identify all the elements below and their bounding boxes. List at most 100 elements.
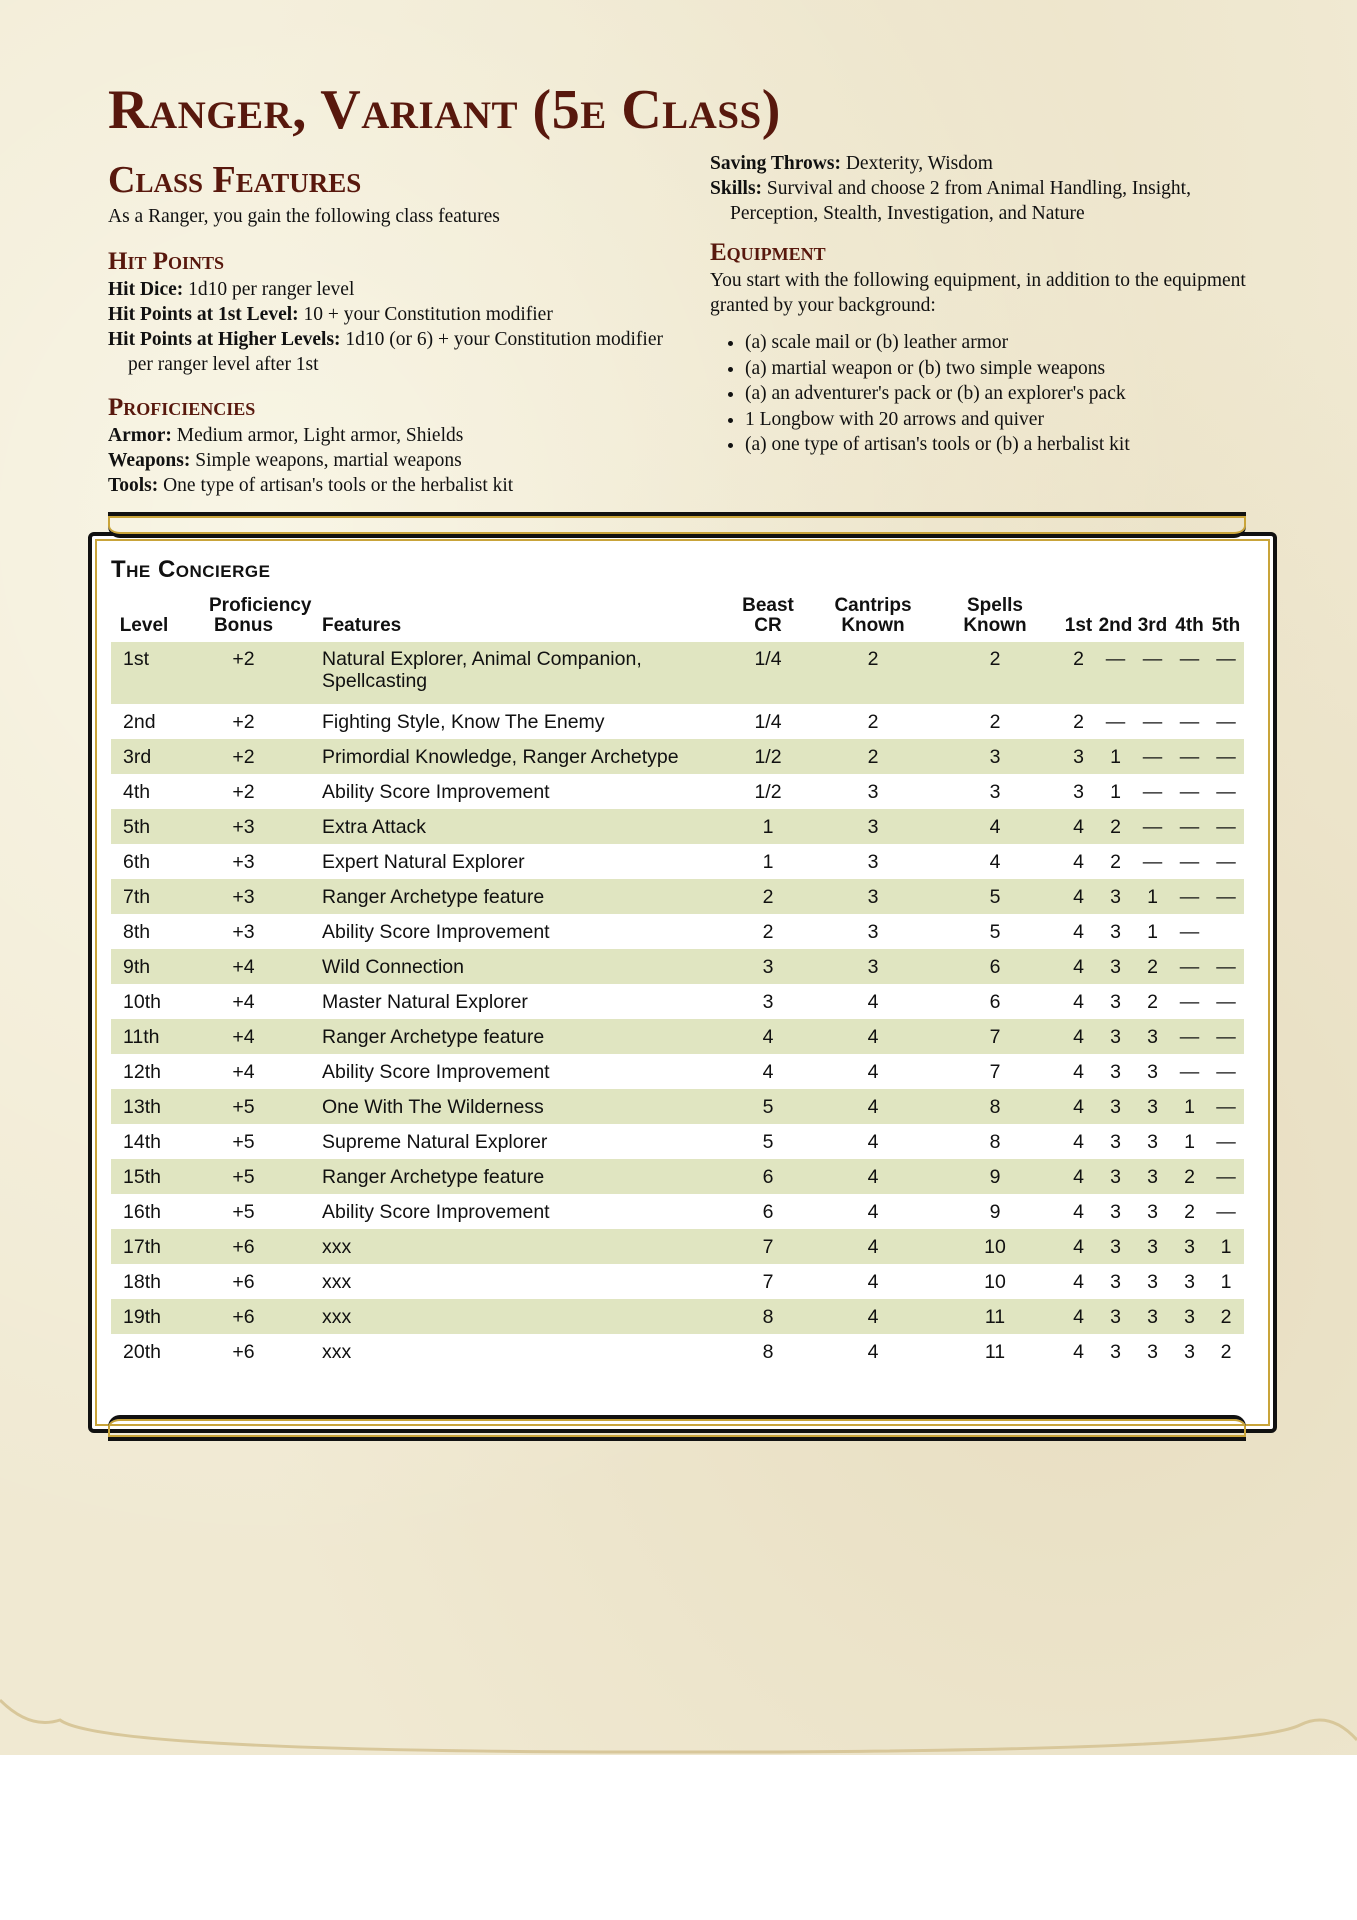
cell-level: 17th <box>111 1229 177 1264</box>
cell-proficiency-bonus: +2 <box>232 710 255 733</box>
cell-slot-3rd: 3 <box>1147 1130 1158 1153</box>
cell-slot-3rd: 3 <box>1147 1270 1158 1293</box>
cell-cantrips-known: 4 <box>816 1089 930 1124</box>
feature-line: Skills: Survival and choose 2 from Anima… <box>710 176 1270 226</box>
cell-slot-5th: — <box>1216 780 1236 803</box>
cell-spells-known: 3 <box>930 739 1060 774</box>
table-row: 14th +5 Supreme Natural Explorer 5 4 8 4 3 3 1 — <box>111 1124 1244 1159</box>
cell-beast-cr: 3 <box>720 949 816 984</box>
cell-slot-2nd: 3 <box>1110 990 1121 1013</box>
class-features-heading: Class Features <box>108 159 362 201</box>
cell-slot-1st: 2 <box>1073 710 1084 733</box>
cell-slot-1st: 4 <box>1073 1340 1084 1363</box>
cell-features: Extra Attack <box>310 809 720 844</box>
cell-slot-4th: 3 <box>1171 1229 1208 1264</box>
table-row: 8th +3 Ability Score Improvement 2 3 5 4 3 1 — <box>111 914 1244 949</box>
cell-spells-known: 9 <box>930 1159 1060 1194</box>
cell-features: Ability Score Improvement <box>322 920 550 943</box>
feature-value: Survival and choose 2 from Animal Handli… <box>730 178 1191 224</box>
cell-slot-1st: 4 <box>1073 850 1084 873</box>
cell-spells-known: 4 <box>989 850 1001 873</box>
cell-slot-5th: — <box>1208 1159 1244 1194</box>
cell-spells-known: 5 <box>989 920 1001 943</box>
table-row: 12th +4 Ability Score Improvement 4 4 7 4 3 3 — — <box>111 1054 1244 1089</box>
cell-slot-2nd: 3 <box>1097 1229 1134 1264</box>
cell-slot-1st: 4 <box>1060 1299 1097 1334</box>
feature-line: Hit Points at 1st Level: 10 + your Const… <box>108 302 668 327</box>
cell-level: 8th <box>123 920 151 943</box>
feature-label: Hit Points at 1st Level: <box>108 304 299 325</box>
cell-proficiency-bonus: +2 <box>177 642 310 704</box>
cell-slot-5th: — <box>1208 642 1244 704</box>
cell-features: Ability Score Improvement <box>322 1060 550 1083</box>
header-slot-3rd: 3rd <box>1137 615 1168 636</box>
cell-cantrips-known: 2 <box>816 642 930 704</box>
cell-proficiency-bonus: +4 <box>232 1060 255 1083</box>
header-features: Features <box>322 615 402 636</box>
cell-level: 18th <box>123 1270 161 1293</box>
cell-slot-1st: 4 <box>1060 809 1097 844</box>
frame-bottom-ornament <box>108 1415 1246 1441</box>
cell-slot-4th: — <box>1179 850 1200 873</box>
cell-cantrips-known: 4 <box>816 1299 930 1334</box>
cell-cantrips-known: 4 <box>867 1200 879 1223</box>
cell-slot-5th: — <box>1208 809 1244 844</box>
left-column: Class Features As a Ranger, you gain the… <box>108 158 668 498</box>
class-table: Level Proficiency Bonus Features Beast CR Ca… <box>111 596 1244 1369</box>
cell-slot-5th: — <box>1216 1060 1236 1083</box>
equipment-item: 1 Longbow with 20 arrows and quiver <box>745 407 1270 433</box>
cell-slot-3rd: 3 <box>1134 1019 1171 1054</box>
cell-slot-1st: 4 <box>1060 1229 1097 1264</box>
cell-level: 13th <box>111 1089 177 1124</box>
cell-features: Natural Explorer, Animal Companion, Spel… <box>310 642 720 704</box>
cell-slot-4th: — <box>1179 920 1200 943</box>
cell-cantrips-known: 4 <box>816 1229 930 1264</box>
cell-spells-known: 6 <box>930 949 1060 984</box>
cell-features: Ranger Archetype feature <box>310 879 720 914</box>
table-title: The Concierge <box>111 556 271 583</box>
right-column: Saving Throws: Dexterity, Wisdom Skills: … <box>710 151 1270 458</box>
cell-features: Ability Score Improvement <box>322 1200 550 1223</box>
cell-spells-known: 6 <box>989 990 1001 1013</box>
hit-points-heading: Hit Points <box>108 248 224 275</box>
cell-slot-3rd: 3 <box>1134 1159 1171 1194</box>
cell-slot-2nd: — <box>1105 710 1126 733</box>
feature-label: Tools: <box>108 475 159 496</box>
cell-slot-5th: 1 <box>1208 1229 1244 1264</box>
cell-beast-cr: 2 <box>762 920 774 943</box>
cell-level: 14th <box>123 1130 161 1153</box>
cell-level: 5th <box>111 809 177 844</box>
cell-slot-1st: 4 <box>1060 879 1097 914</box>
cell-level: 2nd <box>123 710 156 733</box>
cell-slot-2nd: 3 <box>1110 1270 1121 1293</box>
cell-proficiency-bonus: +3 <box>232 920 255 943</box>
cell-proficiency-bonus: +5 <box>177 1159 310 1194</box>
header-slot-5th: 5th <box>1211 615 1241 636</box>
cell-proficiency-bonus: +6 <box>177 1299 310 1334</box>
cell-level: 15th <box>111 1159 177 1194</box>
cell-slot-5th: — <box>1216 990 1236 1013</box>
header-level: Level <box>119 615 169 636</box>
cell-level: 6th <box>123 850 151 873</box>
cell-slot-4th: — <box>1171 949 1208 984</box>
cell-spells-known: 11 <box>984 1340 1006 1363</box>
cell-level: 20th <box>123 1340 161 1363</box>
cell-spells-known: 2 <box>989 710 1001 733</box>
cell-slot-1st: 4 <box>1060 1159 1097 1194</box>
cell-slot-5th: 2 <box>1220 1340 1232 1363</box>
cell-spells-known: 5 <box>930 879 1060 914</box>
equipment-intro: You start with the following equipment, … <box>710 270 1246 316</box>
feature-label: Weapons: <box>108 450 191 471</box>
cell-slot-3rd: — <box>1142 850 1163 873</box>
feature-line: Saving Throws: Dexterity, Wisdom <box>710 151 1270 176</box>
feature-line: Hit Points at Higher Levels: 1d10 (or 6)… <box>108 327 668 377</box>
table-row: 13th +5 One With The Wilderness 5 4 8 4 3 3 1— <box>111 1089 1244 1124</box>
cell-slot-5th: — <box>1208 949 1244 984</box>
cell-level: 1st <box>111 642 177 704</box>
equipment-item: (a) martial weapon or (b) two simple wea… <box>745 356 1270 382</box>
cell-beast-cr: 5 <box>762 1130 774 1153</box>
cell-proficiency-bonus: +4 <box>232 990 255 1013</box>
cell-beast-cr: 1/4 <box>754 710 782 733</box>
cell-level: 12th <box>123 1060 161 1083</box>
cell-features: xxx <box>310 1229 720 1264</box>
